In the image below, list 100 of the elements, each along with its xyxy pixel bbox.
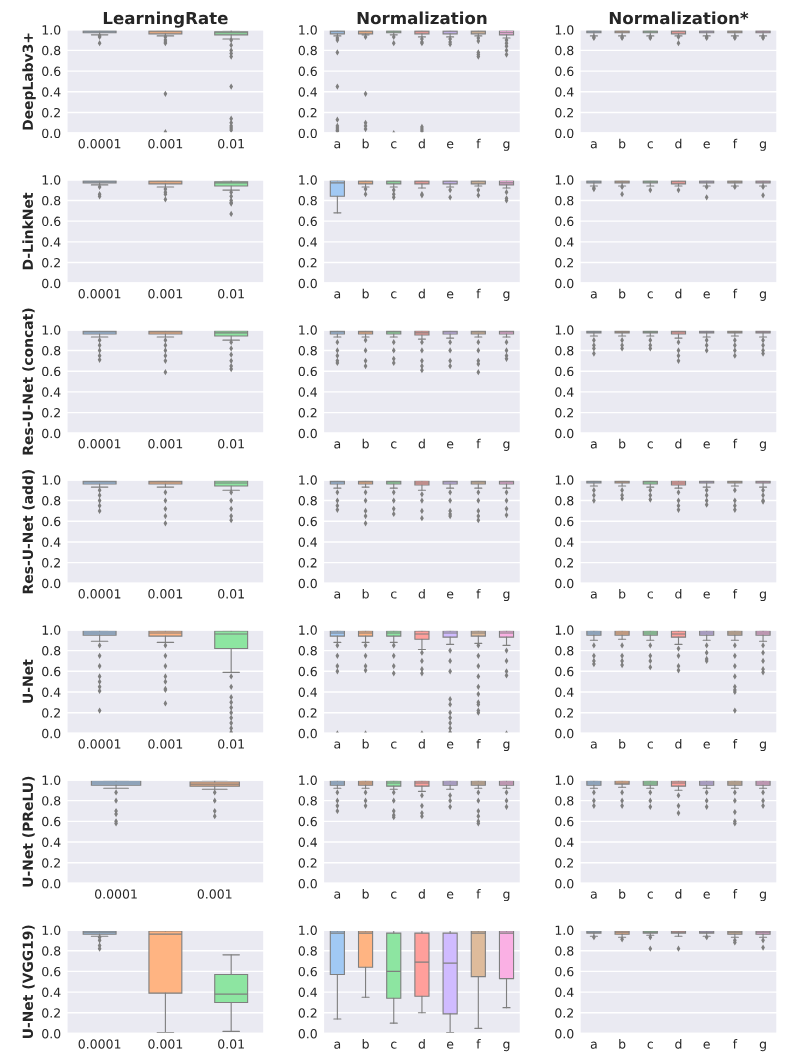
y-tick-label: 1.0 xyxy=(299,625,317,635)
y-tick-label: 0.2 xyxy=(555,858,573,868)
x-tick-label: 0.001 xyxy=(148,1039,183,1049)
x-tick-label: g xyxy=(503,891,510,902)
x-tick-label: a xyxy=(334,891,341,899)
x-tick-label: c xyxy=(647,1041,653,1049)
y-tick-label: 0.0 xyxy=(298,1028,317,1039)
x-tick-label: a xyxy=(590,441,597,449)
x-tick-label: g xyxy=(503,291,510,301)
y-tick-label: 0.2 xyxy=(298,708,317,718)
y-tick-label: 0.0 xyxy=(298,278,317,289)
y-tick-label: 0.6 xyxy=(298,816,317,827)
x-tick-label: a xyxy=(590,291,597,299)
x-tick-label: e xyxy=(446,891,454,899)
y-tick-label: 0.8 xyxy=(555,796,574,806)
x-tick-label: 0.001 xyxy=(148,439,183,449)
y-tick-label: 1.0 xyxy=(299,325,317,335)
y-tick-label: 0.8 xyxy=(298,796,317,806)
x-tick-label: 0.0001 xyxy=(78,138,121,149)
y-tick-label: 0.0 xyxy=(42,728,61,739)
x-tick-label: a xyxy=(334,1041,341,1049)
y-tick-label: 0.0 xyxy=(555,1028,574,1039)
x-tick-label: 0.0001 xyxy=(78,289,121,299)
x-tick-label: d xyxy=(675,288,682,299)
y-tick-label: 0.0 xyxy=(298,878,317,889)
x-tick-label: d xyxy=(675,588,682,599)
x-tick-label: 0.0001 xyxy=(78,1039,121,1049)
x-tick-label: c xyxy=(647,741,653,749)
x-tick-label: f xyxy=(476,138,481,149)
x-tick-label: e xyxy=(446,291,454,299)
x-tick-label: c xyxy=(647,591,653,599)
y-tick-label: 0.6 xyxy=(555,366,574,377)
y-tick-label: 0.0 xyxy=(42,428,61,439)
y-tick-label: 0.4 xyxy=(555,687,574,697)
y-tick-label: 0.6 xyxy=(42,666,61,677)
x-tick-label: d xyxy=(418,1039,425,1049)
y-tick-label: 0.0 xyxy=(555,128,574,139)
x-tick-label: f xyxy=(476,588,481,599)
y-tick-label: 0.0 xyxy=(555,578,574,589)
x-tick-label: a xyxy=(334,591,341,599)
x-tick-label: c xyxy=(647,141,653,149)
x-tick-label: c xyxy=(647,891,653,899)
y-tick-label: 0.6 xyxy=(555,66,574,76)
y-tick-label: 0.8 xyxy=(555,946,574,956)
y-tick-label: 0.8 xyxy=(42,646,61,656)
y-tick-label: 0.2 xyxy=(42,858,60,868)
x-tick-label: 0.001 xyxy=(148,589,183,599)
x-tick-label: f xyxy=(476,438,481,449)
x-tick-label: c xyxy=(647,291,653,299)
y-tick-label: 1.0 xyxy=(299,175,317,185)
y-tick-label: 0.6 xyxy=(555,666,574,677)
y-tick-label: 0.8 xyxy=(298,45,317,56)
x-tick-label: d xyxy=(418,438,425,449)
x-tick-label: c xyxy=(647,441,653,449)
y-tick-label: 0.6 xyxy=(42,66,61,76)
y-tick-label: 0.8 xyxy=(555,195,574,206)
y-tick-label: 0.2 xyxy=(42,1008,60,1018)
y-axis-title: DeepLabv3+ xyxy=(22,33,36,130)
x-tick-label: 0.01 xyxy=(218,1039,244,1049)
y-tick-label: 0.4 xyxy=(555,387,574,397)
y-tick-label: 1.0 xyxy=(555,325,574,335)
y-tick-label: 0.4 xyxy=(42,687,61,697)
chart-title: Normalization xyxy=(357,11,487,25)
x-tick-label: c xyxy=(391,1041,397,1049)
y-tick-label: 1.0 xyxy=(299,25,317,35)
y-tick-label: 1.0 xyxy=(42,25,61,35)
y-tick-label: 0.6 xyxy=(42,816,61,827)
x-tick-label: e xyxy=(446,141,454,149)
y-tick-label: 0.6 xyxy=(298,366,317,377)
y-tick-label: 0.2 xyxy=(298,558,317,568)
y-tick-label: 0.2 xyxy=(298,107,317,118)
x-tick-label: 0.001 xyxy=(148,739,183,749)
x-tick-label: b xyxy=(362,889,369,899)
y-tick-label: 0.6 xyxy=(42,516,61,527)
y-tick-label: 0.4 xyxy=(555,537,574,547)
y-tick-label: 0.8 xyxy=(555,646,574,656)
y-tick-label: 0.0 xyxy=(42,128,61,139)
y-tick-label: 0.4 xyxy=(298,837,318,847)
y-tick-label: 1.0 xyxy=(555,625,574,635)
y-tick-label: 0.4 xyxy=(298,987,318,998)
y-axis-title: Res-U-Net (concat) xyxy=(22,308,35,455)
x-tick-label: b xyxy=(619,1039,626,1049)
y-tick-label: 1.0 xyxy=(42,175,61,185)
y-tick-label: 0.6 xyxy=(298,516,317,527)
y-tick-label: 0.2 xyxy=(42,708,60,718)
x-tick-label: b xyxy=(362,288,369,299)
x-tick-label: d xyxy=(675,438,682,449)
x-tick-label: c xyxy=(391,591,397,599)
chart-title: Normalization* xyxy=(609,11,749,25)
y-tick-label: 0.0 xyxy=(555,278,574,289)
y-tick-label: 0.4 xyxy=(555,837,574,847)
y-axis-title: Res-U-Net (add) xyxy=(22,469,35,594)
y-tick-label: 0.0 xyxy=(42,578,61,589)
x-tick-label: f xyxy=(732,288,738,299)
x-tick-label: f xyxy=(732,588,738,599)
x-tick-label: g xyxy=(759,141,766,151)
y-tick-label: 0.2 xyxy=(298,258,317,268)
x-tick-label: e xyxy=(446,741,454,749)
x-tick-label: g xyxy=(759,441,766,451)
y-tick-label: 0.6 xyxy=(555,966,574,977)
